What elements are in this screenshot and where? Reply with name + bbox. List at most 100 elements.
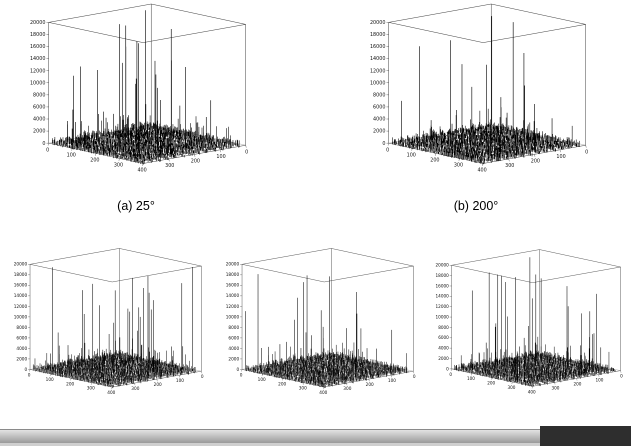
svg-text:400: 400 <box>528 389 536 394</box>
svg-text:300: 300 <box>454 163 463 169</box>
spike-base <box>52 114 240 165</box>
z-axis: 0 2000 4000 6000 8000 10000 12000 14000 16000 180… <box>14 262 31 372</box>
svg-text:18000: 18000 <box>14 272 28 277</box>
svg-text:100: 100 <box>258 377 266 382</box>
svg-text:6000: 6000 <box>373 105 385 111</box>
svg-text:100: 100 <box>216 154 225 160</box>
svg-text:200: 200 <box>531 158 540 164</box>
svg-text:10000: 10000 <box>14 314 28 319</box>
svg-text:4000: 4000 <box>33 117 45 123</box>
bottom-dark-segment <box>540 426 631 446</box>
svg-text:300: 300 <box>507 385 515 390</box>
svg-text:12000: 12000 <box>14 304 28 309</box>
svg-text:18000: 18000 <box>370 32 385 38</box>
svg-text:8000: 8000 <box>228 325 239 330</box>
svg-text:14000: 14000 <box>370 56 385 62</box>
y-axis: 300 200 100 0 <box>131 371 204 391</box>
z-axis: 0 2000 4000 6000 8000 10000 12000 14000 16000 180… <box>30 20 49 147</box>
svg-text:4000: 4000 <box>228 346 239 351</box>
svg-text:0: 0 <box>620 374 623 379</box>
spike-plot-b-canvas: 0200040006000800010000120001400016000180… <box>370 3 588 174</box>
svg-text:200: 200 <box>66 381 74 386</box>
svg-text:0: 0 <box>245 149 248 155</box>
svg-text:20000: 20000 <box>370 20 385 26</box>
svg-text:0: 0 <box>585 149 588 155</box>
svg-text:0: 0 <box>201 374 204 379</box>
spike-base <box>32 344 197 389</box>
svg-text:300: 300 <box>165 163 174 169</box>
x-axis: 0 100 200 300 400 <box>240 369 328 395</box>
svg-text:6000: 6000 <box>16 335 27 340</box>
svg-text:16000: 16000 <box>30 44 45 50</box>
svg-text:8000: 8000 <box>33 92 45 98</box>
svg-text:6000: 6000 <box>228 335 239 340</box>
svg-text:2000: 2000 <box>228 356 239 361</box>
svg-text:12000: 12000 <box>370 68 385 74</box>
svg-text:16000: 16000 <box>14 283 28 288</box>
svg-text:8000: 8000 <box>16 325 27 330</box>
axes-box <box>48 3 246 164</box>
x-axis: 0 100 200 300 400 <box>449 368 536 394</box>
svg-text:12000: 12000 <box>226 304 240 309</box>
svg-text:14000: 14000 <box>226 293 240 298</box>
svg-text:200: 200 <box>573 381 581 386</box>
svg-text:300: 300 <box>551 385 559 390</box>
spike-base <box>246 342 409 388</box>
svg-text:2000: 2000 <box>16 356 27 361</box>
svg-text:18000: 18000 <box>30 32 45 38</box>
y-axis: 300 200 100 0 <box>343 371 416 391</box>
svg-text:8000: 8000 <box>373 92 385 98</box>
svg-text:10000: 10000 <box>370 80 385 86</box>
svg-text:2000: 2000 <box>438 356 449 361</box>
svg-text:200: 200 <box>366 382 374 387</box>
svg-text:0: 0 <box>413 374 416 379</box>
spike-plot-d-canvas: 0200040006000800010000120001400016000180… <box>226 248 416 395</box>
svg-text:16000: 16000 <box>370 44 385 50</box>
svg-text:300: 300 <box>87 386 95 391</box>
svg-text:20000: 20000 <box>226 262 240 267</box>
svg-text:4000: 4000 <box>373 117 385 123</box>
svg-text:6000: 6000 <box>33 105 45 111</box>
spike-plot-c-canvas: 0 2000 4000 6000 8000 10000 12000 14000 16000 180… <box>14 248 204 395</box>
z-axis: 0 2000 4000 6000 8000 10000 12000 14000 16000 180… <box>436 263 452 371</box>
z-axis: 0 2000 4000 6000 8000 10000 12000 14000 16000 180… <box>226 262 243 372</box>
svg-text:0: 0 <box>382 141 385 147</box>
spike-base <box>392 108 580 165</box>
spike-plot-a: 0 2000 4000 6000 8000 10000 12000 14000 16000 180… <box>10 0 262 198</box>
svg-text:300: 300 <box>299 386 307 391</box>
svg-text:10000: 10000 <box>30 80 45 86</box>
svg-text:4000: 4000 <box>438 346 449 351</box>
svg-text:100: 100 <box>388 378 396 383</box>
svg-text:0: 0 <box>386 147 389 153</box>
tall-spikes <box>401 16 553 162</box>
svg-text:100: 100 <box>407 152 416 158</box>
svg-text:14000: 14000 <box>14 293 28 298</box>
svg-text:200: 200 <box>90 157 99 163</box>
y-axis: 300 200 100 0 <box>505 145 588 169</box>
svg-text:20000: 20000 <box>14 262 28 267</box>
spike-plot-e: 0 2000 4000 6000 8000 10000 12000 14000 16000 180… <box>422 237 631 425</box>
svg-text:400: 400 <box>107 390 115 395</box>
z-axis: 0 2000 4000 6000 8000 10000 12000 14000 16000 180… <box>370 20 389 147</box>
svg-text:400: 400 <box>477 168 486 174</box>
svg-text:18000: 18000 <box>436 273 450 278</box>
caption-b: (b) 200° <box>453 199 499 213</box>
svg-text:200: 200 <box>487 381 495 386</box>
svg-text:100: 100 <box>467 376 475 381</box>
svg-text:12000: 12000 <box>436 304 450 309</box>
svg-text:10000: 10000 <box>436 314 450 319</box>
svg-text:100: 100 <box>67 152 76 158</box>
svg-text:16000: 16000 <box>436 283 450 288</box>
svg-text:300: 300 <box>505 163 514 169</box>
bottom-gray-bar-main <box>0 429 543 443</box>
y-axis: 300 200 100 0 <box>165 145 248 169</box>
svg-text:2000: 2000 <box>33 129 45 135</box>
svg-text:300: 300 <box>131 386 139 391</box>
spike-plot-c: 0 2000 4000 6000 8000 10000 12000 14000 16000 180… <box>0 237 212 425</box>
svg-text:0: 0 <box>446 366 449 371</box>
svg-text:4000: 4000 <box>16 346 27 351</box>
svg-text:20000: 20000 <box>436 263 450 268</box>
tall-spikes <box>50 266 194 383</box>
svg-text:0: 0 <box>42 141 45 147</box>
